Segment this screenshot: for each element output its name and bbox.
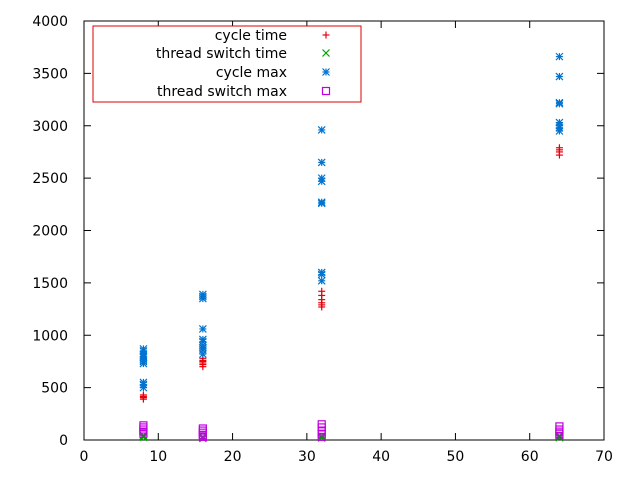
point-cycle-max (555, 118, 564, 127)
point-cycle-max (198, 325, 207, 333)
point-cycle-time (139, 391, 147, 399)
x-tick-labels: 0 10 20 30 40 50 60 70 (80, 449, 613, 465)
x-tick-label: 70 (595, 449, 613, 465)
x-tick-label: 40 (372, 449, 390, 465)
x-tick-label: 50 (447, 449, 465, 465)
point-cycle-max (198, 335, 207, 344)
point-cycle-max (317, 158, 326, 167)
point-cycle-max (198, 290, 207, 299)
legend-box (92, 25, 362, 103)
x-tick-label: 60 (521, 449, 539, 465)
y-tick-label: 1500 (32, 276, 68, 292)
x-tick-label: 0 (80, 449, 89, 465)
y-tick-label: 3000 (32, 119, 68, 135)
legend-marker-thread-switch-time (322, 49, 330, 57)
point-cycle-max (555, 72, 564, 81)
y-tick-label: 500 (41, 381, 68, 397)
legend-label-thread-switch-max: thread switch max (157, 84, 287, 100)
legend-label-cycle-time: cycle time (215, 28, 287, 44)
point-cycle-max (139, 344, 148, 353)
legend-label-cycle-max: cycle max (216, 65, 287, 81)
y-tick-label: 1000 (32, 328, 68, 344)
legend-marker-cycle-max (322, 68, 330, 76)
point-cycle-max (139, 378, 148, 387)
data-points (139, 52, 564, 443)
point-cycle-max (317, 276, 326, 285)
point-thread-switch-time (139, 432, 148, 441)
y-tick-label: 0 (59, 433, 68, 449)
legend-label-thread-switch-time: thread switch time (156, 46, 287, 62)
point-thread-switch-max (139, 421, 148, 430)
point-cycle-time (318, 287, 326, 295)
x-tick-label: 10 (149, 449, 167, 465)
point-cycle-max (317, 268, 326, 277)
y-tick-label: 2500 (32, 171, 68, 187)
legend: cycle time thread switch time cycle max … (92, 25, 362, 103)
point-cycle-time (555, 144, 563, 152)
point-cycle-max (317, 198, 326, 207)
point-cycle-max (555, 98, 564, 107)
point-thread-switch-max (317, 420, 326, 429)
point-thread-switch-max (555, 422, 564, 431)
point-thread-switch-max (198, 424, 207, 433)
point-cycle-max (317, 174, 326, 183)
x-tick-label: 20 (224, 449, 242, 465)
legend-marker-thread-switch-max (321, 86, 331, 96)
point-cycle-max (317, 126, 326, 134)
legend-marker-cycle-time (322, 31, 330, 39)
y-tick-labels: 0 500 1000 1500 2000 2500 3000 3500 4000 (32, 14, 68, 449)
point-cycle-max (555, 52, 564, 61)
y-tick-label: 3500 (32, 66, 68, 82)
y-tick-label: 4000 (32, 14, 68, 30)
point-thread-switch-max (139, 425, 148, 434)
y-tick-label: 2000 (32, 224, 68, 240)
x-tick-label: 30 (298, 449, 316, 465)
